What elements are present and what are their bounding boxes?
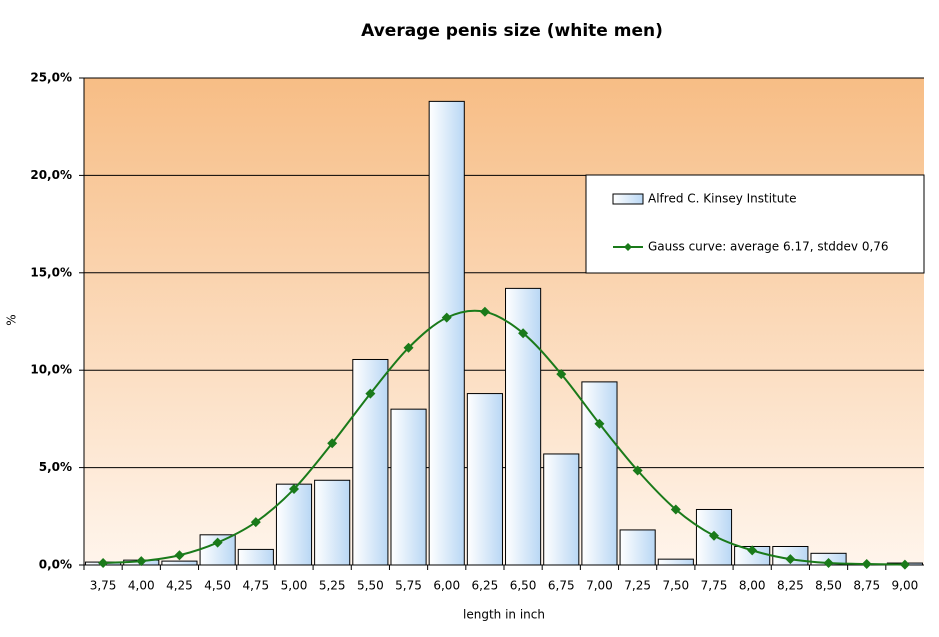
- x-tick-label: 9,00: [892, 579, 919, 593]
- marker: [479, 306, 490, 317]
- x-tick-label: 7,25: [624, 579, 651, 593]
- x-axis-title: length in inch: [463, 608, 545, 622]
- marker: [289, 484, 299, 495]
- y-axis-title: %: [5, 314, 19, 325]
- marker: [861, 559, 872, 570]
- y-tick-label: 15,0%: [30, 265, 72, 279]
- bar: [275, 483, 313, 566]
- marker: [403, 342, 414, 353]
- y-tick-label: 20,0%: [30, 168, 72, 182]
- marker: [632, 465, 643, 476]
- marker: [594, 418, 605, 429]
- y-tick-label: 10,0%: [30, 363, 72, 377]
- marker: [556, 369, 567, 380]
- marker: [327, 438, 338, 449]
- marker: [670, 504, 681, 515]
- y-tick-label: 25,0%: [30, 71, 72, 85]
- x-tick-label: 6,50: [510, 579, 537, 593]
- marker: [518, 328, 529, 339]
- bar: [428, 100, 465, 566]
- x-tick-label: 6,25: [472, 579, 499, 593]
- bar: [390, 408, 427, 566]
- x-tick-label: 6,00: [433, 579, 460, 593]
- bar: [161, 560, 198, 566]
- legend: [585, 174, 925, 274]
- marker: [212, 537, 223, 548]
- plot-area: [84, 78, 924, 565]
- marker: [709, 530, 719, 541]
- x-tick-label: 7,50: [662, 579, 689, 593]
- x-tick-label: 5,50: [357, 579, 384, 593]
- bar: [581, 381, 618, 566]
- legend-label: Gauss curve: average 6.17, stddev 0,76: [648, 240, 889, 254]
- marker: [823, 558, 834, 569]
- x-tick-label: 6,75: [548, 579, 575, 593]
- x-tick-label: 7,75: [701, 579, 728, 593]
- y-tick-label: 0,0%: [39, 558, 72, 572]
- legend-swatch: [612, 193, 644, 205]
- x-tick-label: 8,50: [815, 579, 842, 593]
- marker: [365, 388, 376, 399]
- x-tick-label: 4,25: [166, 579, 193, 593]
- legend-label: Alfred C. Kinsey Institute: [648, 192, 796, 206]
- marker: [250, 517, 261, 528]
- bar: [657, 558, 694, 566]
- marker: [174, 550, 185, 561]
- y-tick-label: 5,0%: [39, 460, 72, 474]
- x-tick-label: 8,75: [853, 579, 880, 593]
- x-tick-label: 3,75: [90, 579, 117, 593]
- marker: [785, 554, 796, 565]
- bar: [466, 393, 503, 566]
- bar: [543, 453, 580, 566]
- marker: [98, 558, 109, 569]
- marker: [136, 556, 147, 567]
- bar: [237, 548, 274, 566]
- marker: [747, 545, 758, 556]
- x-tick-label: 8,00: [739, 579, 766, 593]
- x-tick-label: 4,75: [242, 579, 269, 593]
- chart-title: Average penis size (white men): [361, 21, 663, 41]
- x-tick-label: 8,25: [777, 579, 804, 593]
- x-tick-label: 4,50: [204, 579, 231, 593]
- legend-swatch: [624, 243, 632, 251]
- marker: [441, 312, 452, 323]
- x-tick-label: 4,00: [128, 579, 155, 593]
- x-tick-label: 7,00: [586, 579, 613, 593]
- line: [103, 309, 905, 566]
- x-tick-label: 5,75: [395, 579, 422, 593]
- bar: [619, 529, 656, 566]
- bar: [314, 479, 351, 566]
- marker: [899, 559, 910, 570]
- x-tick-label: 5,25: [319, 579, 346, 593]
- x-tick-label: 5,00: [281, 579, 308, 593]
